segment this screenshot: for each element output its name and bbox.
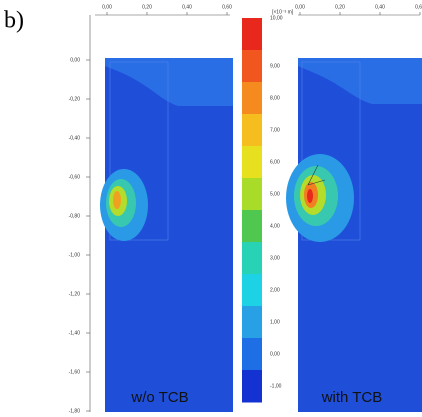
colorbar xyxy=(242,18,262,403)
y-tick-label: -0,60 xyxy=(69,174,81,180)
y-tick-label: -0,40 xyxy=(69,135,81,141)
colorbar-band xyxy=(242,338,262,371)
caption: w/o TCB xyxy=(130,389,188,406)
colorbar-unit: [×10⁻³ m] xyxy=(272,9,294,15)
x-tick-label: 0,40 xyxy=(375,4,385,10)
colorbar-label: 1,00 xyxy=(270,319,280,325)
colorbar-label: 8,00 xyxy=(270,95,280,101)
x-tick-label: 0,40 xyxy=(182,4,192,10)
colorbar-label: 3,00 xyxy=(270,255,280,261)
x-tick-label: 0,20 xyxy=(335,4,345,10)
colorbar-label: 7,00 xyxy=(270,127,280,133)
colorbar-label: 0,00 xyxy=(270,351,280,357)
x-tick-label: 0,60 xyxy=(222,4,232,10)
colorbar-label: 2,00 xyxy=(270,287,280,293)
colorbar-label: 5,00 xyxy=(270,191,280,197)
figure-label: b) xyxy=(4,8,24,34)
colorbar-band xyxy=(242,146,262,179)
caption: with TCB xyxy=(321,389,383,406)
colorbar-band xyxy=(242,50,262,83)
y-tick-label: -1,40 xyxy=(69,330,81,336)
colorbar-label: -1,00 xyxy=(270,383,282,389)
tcb xyxy=(307,164,326,186)
colorbar-band xyxy=(242,18,262,51)
colorbar-label: 6,00 xyxy=(270,159,280,165)
colorbar-band xyxy=(242,274,262,307)
colorbar-band xyxy=(242,242,262,275)
x-tick-label: 0,60 xyxy=(415,4,422,10)
boundary xyxy=(109,61,169,241)
colorbar-label: 10,00 xyxy=(270,15,283,21)
y-tick-label: -1,80 xyxy=(69,408,81,414)
x-tick-label: 0,00 xyxy=(295,4,305,10)
colorbar-label: 4,00 xyxy=(270,223,280,229)
y-tick-label: -1,00 xyxy=(69,252,81,258)
colorbar-band xyxy=(242,370,262,403)
colorbar-band xyxy=(242,114,262,147)
contour xyxy=(307,189,313,203)
y-tick-label: 0,00 xyxy=(70,57,80,63)
colorbar-band xyxy=(242,82,262,115)
colorbar-band xyxy=(242,306,262,339)
colorbar-band xyxy=(242,178,262,211)
y-tick-label: -0,80 xyxy=(69,213,81,219)
y-tick-label: -1,60 xyxy=(69,369,81,375)
colorbar-band xyxy=(242,210,262,243)
boundary xyxy=(301,61,361,241)
x-tick-label: 0,20 xyxy=(142,4,152,10)
settlement-zone xyxy=(105,58,233,106)
x-tick-label: 0,00 xyxy=(102,4,112,10)
y-tick-label: -0,20 xyxy=(69,96,81,102)
colorbar-label: 9,00 xyxy=(270,63,280,69)
contour xyxy=(113,191,121,209)
y-tick-label: -1,20 xyxy=(69,291,81,297)
